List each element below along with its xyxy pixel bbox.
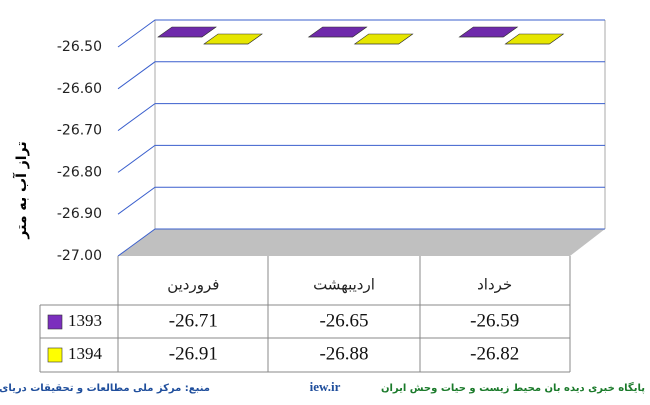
bar-top	[307, 26, 368, 38]
legend-swatch	[47, 347, 63, 363]
y-tick-label: -26.70	[57, 123, 102, 139]
legend-label: 1393	[68, 311, 102, 330]
grid-line	[117, 61, 605, 90]
table-value: -26.82	[470, 343, 519, 364]
grid-line	[117, 228, 605, 257]
category-label: اردیبهشت	[313, 276, 375, 294]
table-value: -26.71	[169, 310, 218, 331]
legend-label: 1394	[68, 344, 103, 363]
table-value: -26.88	[319, 343, 368, 364]
table-value: -26.59	[470, 310, 519, 331]
y-tick-label: -26.60	[57, 81, 102, 97]
bar-top	[353, 33, 414, 45]
grid-line	[117, 19, 605, 48]
bar	[203, 33, 263, 45]
y-tick-label: -26.80	[57, 164, 102, 180]
bar	[353, 33, 414, 45]
grid-line	[117, 186, 605, 215]
table-value: -26.91	[169, 343, 218, 364]
bar	[458, 26, 519, 38]
bar	[307, 26, 368, 38]
bar-top	[504, 33, 565, 45]
bar-top	[157, 26, 217, 38]
grid-line	[117, 103, 605, 132]
footer-site: iew.ir	[310, 379, 341, 394]
y-tick-label: -26.90	[57, 206, 102, 222]
y-axis-label: تراز آب به متر	[12, 141, 30, 239]
y-tick-label: -27.00	[57, 248, 102, 264]
grid-line	[117, 144, 605, 173]
bar	[157, 26, 217, 38]
legend-swatch	[47, 314, 63, 330]
bar	[504, 33, 565, 45]
category-label: خرداد	[477, 276, 512, 294]
footer-publisher: پایگاه خبری دیده بان محیط زیست و حیات وح…	[381, 381, 645, 394]
category-label: فروردین	[167, 276, 219, 294]
y-tick-label: -26.50	[57, 39, 102, 55]
data-table	[39, 256, 571, 373]
table-value: -26.65	[319, 310, 368, 331]
floor	[118, 229, 605, 256]
bar-top	[203, 33, 263, 45]
footer-source: منبع: مرکز ملی مطالعات و تحقیقات دریای خ…	[0, 383, 210, 394]
bar-top	[458, 26, 519, 38]
